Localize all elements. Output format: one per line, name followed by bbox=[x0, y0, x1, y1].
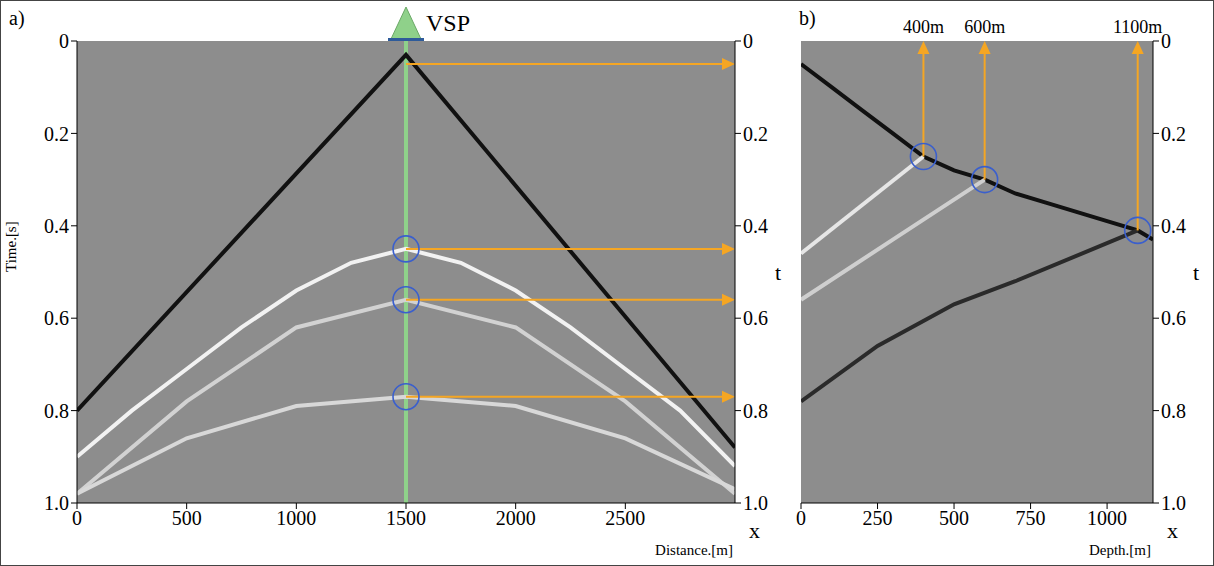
svg-text:0.8: 0.8 bbox=[44, 400, 69, 422]
svg-text:1000: 1000 bbox=[1087, 507, 1127, 529]
svg-text:0.2: 0.2 bbox=[44, 123, 69, 145]
svg-text:0.4: 0.4 bbox=[1161, 215, 1186, 237]
svg-text:1.0: 1.0 bbox=[743, 492, 768, 514]
svg-text:2000: 2000 bbox=[496, 507, 536, 529]
svg-text:0: 0 bbox=[796, 507, 806, 529]
svg-text:400m: 400m bbox=[903, 17, 944, 37]
svg-text:1500: 1500 bbox=[386, 507, 426, 529]
svg-text:250: 250 bbox=[863, 507, 893, 529]
svg-text:750: 750 bbox=[1016, 507, 1046, 529]
svg-text:0.2: 0.2 bbox=[743, 123, 768, 145]
svg-text:0: 0 bbox=[1161, 30, 1171, 52]
html-text:x: x bbox=[1167, 518, 1178, 543]
svg-text:1.0: 1.0 bbox=[1161, 492, 1186, 514]
svg-text:0: 0 bbox=[59, 30, 69, 52]
svg-text:t: t bbox=[775, 260, 781, 285]
svg-text:Distance.[m]: Distance.[m] bbox=[655, 542, 733, 558]
html-text:x: x bbox=[749, 518, 760, 543]
svg-text:1100m: 1100m bbox=[1113, 17, 1162, 37]
svg-text:t: t bbox=[1193, 260, 1199, 285]
svg-text:0.6: 0.6 bbox=[743, 307, 768, 329]
svg-text:VSP: VSP bbox=[426, 10, 470, 36]
svg-text:0.4: 0.4 bbox=[44, 215, 69, 237]
svg-text:0: 0 bbox=[743, 30, 753, 52]
svg-text:0.8: 0.8 bbox=[1161, 400, 1186, 422]
svg-text:500: 500 bbox=[939, 507, 969, 529]
svg-text:1000: 1000 bbox=[276, 507, 316, 529]
svg-text:0.6: 0.6 bbox=[1161, 307, 1186, 329]
svg-text:2500: 2500 bbox=[605, 507, 645, 529]
svg-text:600m: 600m bbox=[964, 17, 1005, 37]
svg-text:0: 0 bbox=[72, 507, 82, 529]
svg-text:0.6: 0.6 bbox=[44, 307, 69, 329]
svg-text:0.2: 0.2 bbox=[1161, 123, 1186, 145]
svg-text:Time.[s]: Time.[s] bbox=[3, 221, 19, 272]
svg-text:0.8: 0.8 bbox=[743, 400, 768, 422]
svg-text:Depth.[m]: Depth.[m] bbox=[1089, 542, 1151, 558]
svg-text:0.4: 0.4 bbox=[743, 215, 768, 237]
html-text:a): a) bbox=[9, 7, 25, 29]
svg-text:500: 500 bbox=[172, 507, 202, 529]
svg-text:1.0: 1.0 bbox=[44, 492, 69, 514]
html-text:b): b) bbox=[799, 7, 816, 29]
